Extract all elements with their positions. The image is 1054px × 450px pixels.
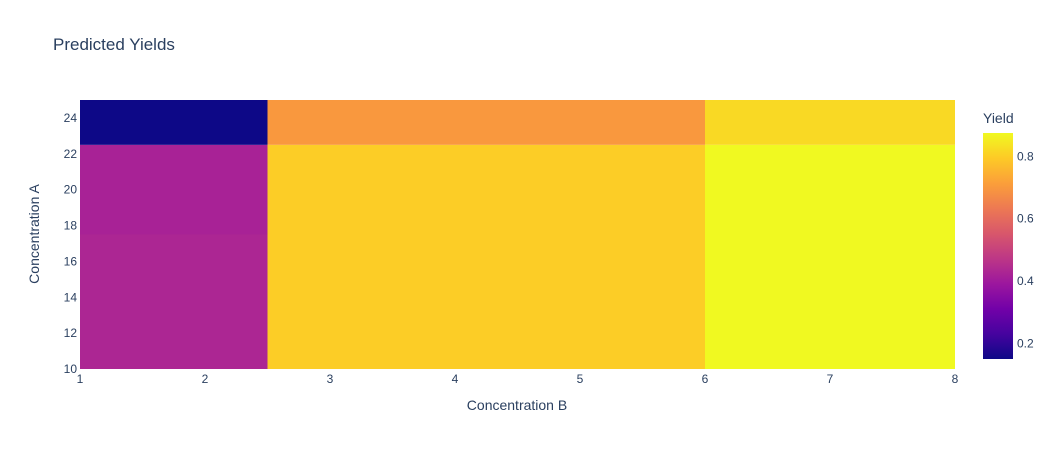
- chart-title: Predicted Yields: [53, 35, 175, 54]
- heatmap-cells: [80, 100, 955, 369]
- colorbar-title: Yield: [983, 110, 1014, 126]
- y-tick-label: 16: [64, 254, 78, 268]
- y-tick-label: 10: [64, 362, 78, 376]
- x-tick-label: 2: [202, 372, 209, 386]
- heatmap-cell: [705, 144, 955, 369]
- x-tick-label: 1: [77, 372, 84, 386]
- y-tick-label: 14: [64, 290, 78, 304]
- colorbar-gradient: [983, 133, 1013, 359]
- colorbar-tick-label: 0.8: [1017, 149, 1034, 163]
- x-tick-label: 7: [827, 372, 834, 386]
- colorbar-tick-label: 0.2: [1017, 336, 1034, 350]
- colorbar-ticks: 0.2 0.4 0.6 0.8: [1017, 149, 1034, 350]
- colorbar-tick-label: 0.6: [1017, 212, 1034, 226]
- x-tick-label: 3: [327, 372, 334, 386]
- x-tick-label: 8: [952, 372, 959, 386]
- y-axis-title: Concentration A: [26, 184, 42, 284]
- heatmap-cell: [80, 234, 268, 369]
- y-tick-label: 12: [64, 326, 78, 340]
- x-tick-label: 5: [577, 372, 584, 386]
- heatmap-cell: [80, 100, 268, 145]
- heatmap-cell: [267, 144, 705, 369]
- y-axis-ticks: 10 12 14 16 18 20 22 24: [64, 111, 78, 376]
- y-tick-label: 20: [64, 183, 78, 197]
- heatmap-cell: [267, 100, 705, 145]
- heatmap-cell: [80, 144, 268, 235]
- colorbar-tick-label: 0.4: [1017, 274, 1034, 288]
- x-tick-label: 4: [452, 372, 459, 386]
- x-tick-label: 6: [702, 372, 709, 386]
- heatmap-cell: [705, 100, 955, 145]
- x-axis-title: Concentration B: [467, 397, 567, 413]
- y-tick-label: 24: [64, 111, 78, 125]
- y-tick-label: 22: [64, 147, 78, 161]
- y-tick-label: 18: [64, 219, 78, 233]
- colorbar: Yield 0.2 0.4 0.6 0.8: [983, 110, 1034, 359]
- x-axis-ticks: 1 2 3 4 5 6 7 8: [77, 372, 959, 386]
